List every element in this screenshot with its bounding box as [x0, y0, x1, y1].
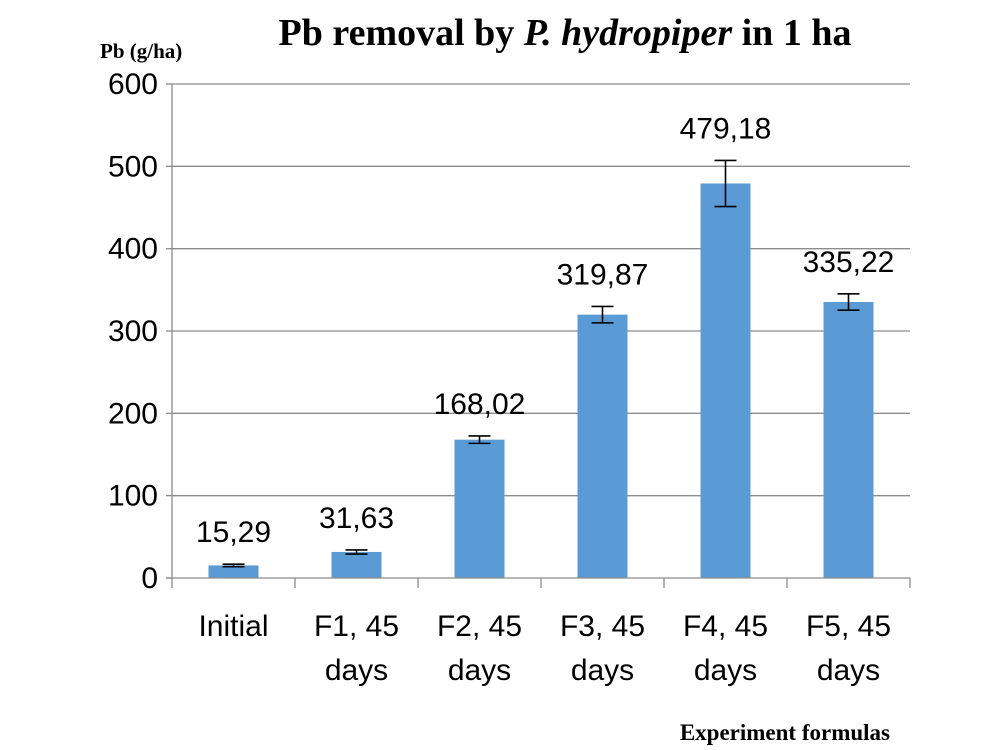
error-bar: [222, 563, 245, 568]
bar: [454, 439, 505, 578]
error-bar: [468, 435, 491, 445]
x-axis-label: Experiment formulas: [680, 720, 890, 745]
y-tick-label: 200: [108, 397, 158, 430]
data-labels: 15,29 31,63 168,02 319,87 479,18 335,22: [196, 112, 894, 549]
category-label: F1, 45 days: [314, 610, 399, 687]
data-label: 479,18: [680, 112, 772, 145]
category-label: F2, 45 days: [437, 610, 522, 687]
chart-title-suffix: in 1 ha: [732, 12, 851, 54]
axes: [166, 83, 911, 588]
bar: [700, 183, 751, 578]
chart-title-prefix: Pb removal by: [279, 12, 524, 54]
y-axis-label: Pb (g/ha): [100, 39, 182, 63]
y-tick-label: 0: [141, 562, 158, 595]
chart-title: Pb removal by P. hydropiper in 1 ha: [279, 12, 852, 54]
data-label: 15,29: [196, 516, 271, 549]
y-tick-label: 500: [108, 150, 158, 183]
bar: [577, 314, 628, 578]
category-label: F3, 45 days: [560, 610, 645, 687]
y-tick-label: 600: [108, 68, 158, 101]
error-bar: [714, 159, 737, 208]
bar: [823, 302, 874, 578]
category-label: F5, 45 days: [806, 610, 891, 687]
category-label: F4, 45 days: [683, 610, 768, 687]
y-tick-label: 400: [108, 233, 158, 266]
bars: [208, 183, 874, 578]
data-label: 335,22: [803, 246, 895, 279]
bar: [208, 565, 259, 578]
error-bars: [222, 159, 860, 568]
error-bar: [591, 305, 614, 324]
data-label: 31,63: [319, 502, 394, 535]
category-label: Initial: [198, 610, 268, 643]
error-bar: [837, 292, 860, 312]
y-tick-label: 300: [108, 315, 158, 348]
gridlines: [172, 83, 910, 497]
error-bar: [345, 549, 368, 555]
chart-title-species: P. hydropiper: [523, 12, 734, 54]
bar: [331, 551, 382, 578]
y-tick-label: 100: [108, 480, 158, 513]
data-label: 168,02: [434, 388, 526, 421]
data-label: 319,87: [557, 258, 649, 291]
y-tick-labels: 0 100 200 300 400 500 600: [108, 68, 158, 595]
category-labels: Initial F1, 45 days F2, 45 days F3, 45 days F4,…: [198, 610, 891, 687]
